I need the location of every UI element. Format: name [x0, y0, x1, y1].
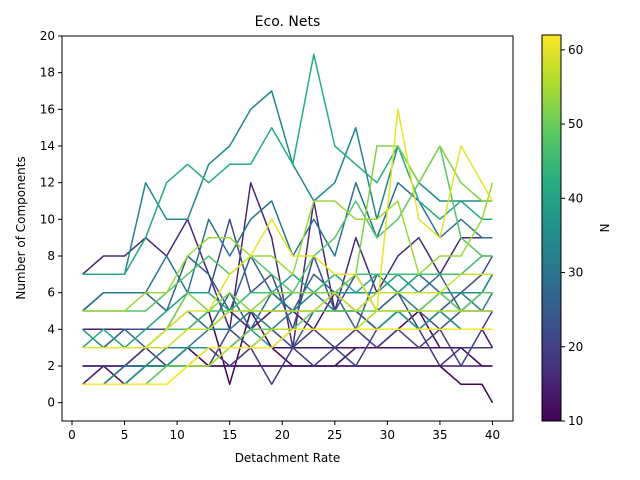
y-tick-label: 16 — [40, 102, 55, 116]
series-line-27 — [82, 108, 494, 349]
y-tick-label: 10 — [40, 212, 55, 226]
colorbar-tick-label: 40 — [568, 191, 583, 205]
x-tick-label: 25 — [327, 428, 342, 442]
colorbar-label: N — [597, 224, 611, 233]
x-axis-label: Detachment Rate — [235, 451, 341, 465]
colorbar-ticks: 10 20 30 40 50 60 — [561, 43, 583, 428]
colorbar-tick-label: 60 — [568, 43, 583, 57]
x-tick-label: 10 — [169, 428, 184, 442]
y-tick-label: 4 — [47, 322, 55, 336]
x-axis-ticks: 0 5 10 15 20 25 30 35 40 — [68, 421, 500, 442]
colorbar-tick-label: 30 — [568, 266, 583, 280]
plot-frame — [61, 35, 514, 422]
x-tick-label: 30 — [380, 428, 395, 442]
y-tick-label: 2 — [47, 359, 55, 373]
series-line-26 — [82, 273, 493, 349]
series-line-28 — [82, 328, 493, 386]
x-tick-label: 35 — [432, 428, 447, 442]
colorbar-tick-label: 10 — [568, 414, 583, 428]
plot-lines — [82, 53, 494, 404]
colorbar — [541, 34, 562, 422]
series-line-18 — [82, 53, 493, 276]
colorbar-tick-label: 50 — [568, 117, 583, 131]
series-line-3 — [82, 365, 493, 386]
x-tick-label: 15 — [222, 428, 237, 442]
y-axis-label: Number of Components — [14, 156, 28, 299]
y-tick-label: 0 — [47, 396, 55, 410]
x-tick-label: 40 — [485, 428, 500, 442]
y-axis-ticks: 0 2 4 6 8 10 12 14 16 18 20 — [40, 29, 62, 410]
x-tick-label: 5 — [121, 428, 129, 442]
y-tick-label: 12 — [40, 176, 55, 190]
colorbar-tick-label: 20 — [568, 340, 583, 354]
y-tick-label: 8 — [47, 249, 55, 263]
y-tick-label: 20 — [40, 29, 55, 43]
y-tick-label: 14 — [40, 139, 55, 153]
x-tick-label: 0 — [68, 428, 76, 442]
chart-title: Eco. Nets — [255, 14, 321, 30]
series-line-24 — [82, 182, 494, 312]
y-tick-label: 18 — [40, 66, 55, 80]
y-tick-label: 6 — [47, 286, 55, 300]
series-line-21 — [82, 145, 493, 312]
series-line-5 — [82, 181, 493, 349]
x-tick-label: 20 — [275, 428, 290, 442]
